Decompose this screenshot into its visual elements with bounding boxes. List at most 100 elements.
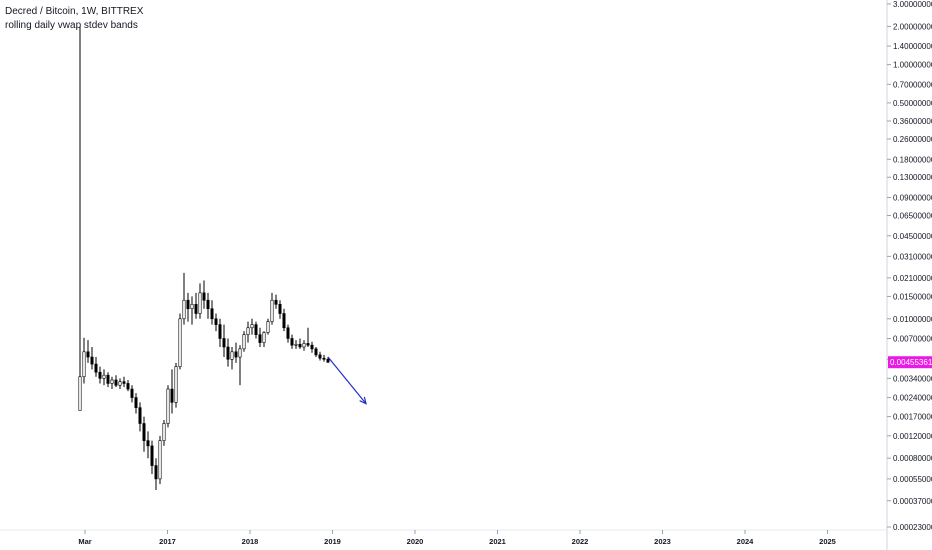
candle-body	[94, 363, 98, 373]
y-tick-label: 0.06500000	[893, 211, 932, 220]
candle	[182, 272, 186, 325]
x-tick-label: 2025	[819, 537, 836, 546]
candle	[202, 280, 206, 309]
y-tick-label: 0.36000000	[893, 117, 932, 126]
candle-body	[206, 299, 210, 310]
candle-body	[158, 440, 162, 480]
candle	[90, 346, 94, 370]
y-tick-label: 0.00170000	[893, 413, 932, 422]
indicator-label[interactable]: rolling daily vwap stdev bands	[5, 20, 138, 31]
x-tick-label: 2024	[737, 537, 755, 546]
last-price-tag-bg	[888, 356, 932, 369]
candle-body	[102, 374, 106, 379]
candle-body	[138, 407, 142, 424]
candle	[214, 313, 218, 332]
y-tick-label: 0.03100000	[893, 252, 932, 261]
y-tick-label: 0.70000000	[893, 80, 932, 89]
candle	[198, 283, 202, 319]
y-tick-label: 0.01500000	[893, 292, 932, 301]
y-tick-label: 0.13000000	[893, 173, 932, 182]
candle-body	[86, 351, 90, 358]
y-tick-label: 0.00037000	[893, 497, 932, 506]
x-tick-label: 2017	[159, 537, 176, 546]
candle	[118, 378, 122, 390]
candle	[262, 331, 266, 347]
y-tick-label: 0.00700000	[893, 334, 932, 343]
candle-body	[250, 324, 254, 329]
candle-body	[162, 423, 166, 441]
candle-body	[322, 357, 326, 360]
candle	[314, 346, 318, 358]
candle-body	[82, 351, 86, 378]
candle	[286, 324, 290, 343]
time-axis[interactable]: Mar 2017 2018 2019 2020 2021 2022 2023 2024 2025	[78, 530, 836, 546]
candle	[310, 341, 314, 353]
candle	[258, 327, 262, 347]
candle-body	[314, 348, 318, 356]
candle-body	[186, 299, 190, 310]
candle-body	[230, 351, 234, 360]
candle	[306, 327, 310, 347]
candle	[298, 338, 302, 349]
last-price-tag: 0.00455361	[888, 356, 932, 369]
candle-body	[214, 318, 218, 325]
candle-body	[222, 338, 226, 348]
x-tick-label: 2019	[324, 537, 341, 546]
candle	[150, 440, 154, 475]
candle	[270, 292, 274, 325]
arrow-line	[327, 356, 367, 405]
candle-body	[178, 318, 182, 367]
last-price-tag-label: 0.00455361	[890, 358, 932, 367]
x-tick-label: 2020	[407, 537, 424, 546]
y-tick-label: 0.09000000	[893, 194, 932, 203]
candle	[190, 296, 194, 325]
candle	[162, 419, 166, 446]
candle	[158, 435, 162, 485]
candle-body	[150, 445, 154, 466]
candle	[294, 340, 298, 349]
candle	[278, 300, 282, 319]
x-tick-label: 2022	[572, 537, 589, 546]
candle	[146, 431, 150, 459]
candle	[86, 340, 90, 363]
candle-body	[126, 383, 130, 390]
candle-body	[274, 299, 278, 305]
projection-arrow[interactable]	[327, 356, 367, 405]
candle	[246, 321, 250, 343]
candle	[106, 372, 110, 388]
symbol-title[interactable]: Decred / Bitcoin, 1W, BITTREX	[5, 6, 144, 17]
candle-body	[98, 371, 102, 379]
candle	[274, 294, 278, 309]
candle	[114, 375, 118, 388]
candle-body	[258, 334, 262, 343]
candle	[218, 318, 222, 347]
candle-body	[302, 343, 306, 348]
candle	[290, 334, 294, 349]
candle-body	[270, 299, 274, 322]
candle	[126, 379, 130, 392]
candle-body	[202, 292, 206, 301]
x-tick-label: Mar	[78, 537, 91, 546]
y-tick-label: 0.00240000	[893, 394, 932, 403]
candle	[94, 357, 98, 377]
candle	[234, 342, 238, 363]
candle	[102, 369, 106, 386]
candle-body	[182, 299, 186, 320]
candle-body	[278, 304, 282, 314]
candle-body	[294, 344, 298, 346]
candle-series	[78, 26, 330, 490]
x-tick-label: 2021	[489, 537, 506, 546]
candle-body	[234, 351, 238, 358]
candle	[250, 318, 254, 335]
candle-body	[110, 379, 114, 384]
candle	[226, 338, 230, 367]
y-tick-label: 3.00000000	[893, 0, 932, 9]
candle-body	[266, 321, 270, 333]
candle	[206, 292, 210, 319]
candle	[322, 354, 326, 362]
candle-body	[310, 344, 314, 350]
candle-body	[170, 388, 174, 403]
candle-body	[90, 356, 94, 365]
